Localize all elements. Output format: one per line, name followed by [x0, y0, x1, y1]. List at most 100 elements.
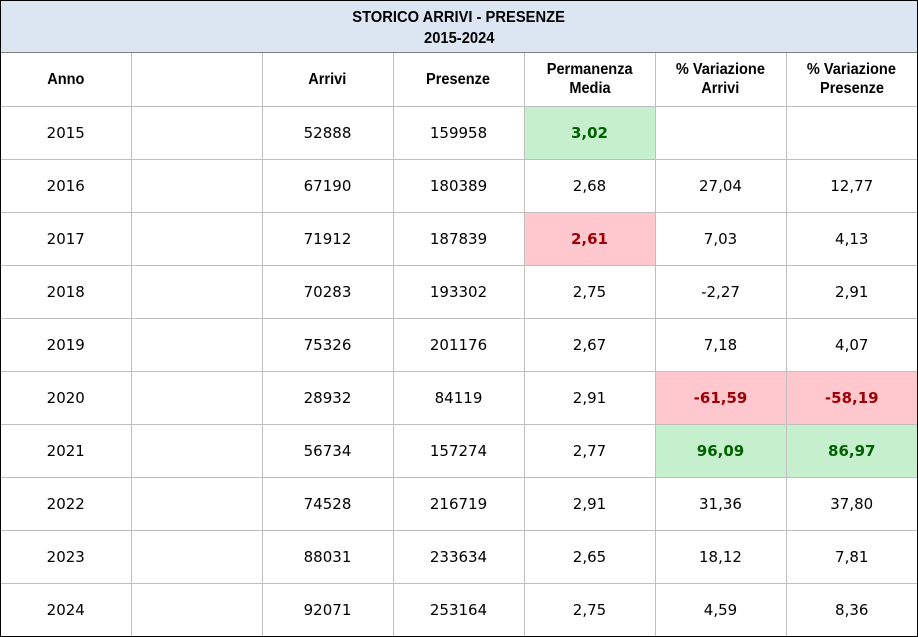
cell-presenze[interactable]: 157274 [392, 423, 525, 478]
cell-blank[interactable] [130, 264, 263, 319]
header-variazione-presenze[interactable]: % Variazione Presenze [785, 53, 917, 107]
cell-variazione-arrivi[interactable]: 7,03 [654, 211, 787, 266]
cell-blank[interactable] [130, 582, 263, 636]
cell-presenze[interactable]: 193302 [392, 264, 525, 319]
header-presenze[interactable]: Presenze [392, 53, 525, 107]
cell-presenze[interactable]: 201176 [392, 317, 525, 372]
header-var-presenze-line1: % Variazione [807, 61, 897, 79]
cell-variazione-arrivi[interactable]: 7,18 [654, 317, 787, 372]
cell-anno[interactable]: 2023 [1, 529, 132, 584]
cell-blank[interactable] [130, 423, 263, 478]
header-anno-label: Anno [47, 70, 85, 88]
cell-arrivi[interactable]: 52888 [261, 105, 394, 160]
cell-anno[interactable]: 2020 [1, 370, 132, 425]
header-presenze-label: Presenze [426, 70, 491, 88]
header-arrivi[interactable]: Arrivi [261, 53, 394, 107]
cell-permanenza-media[interactable]: 2,65 [523, 529, 656, 584]
cell-blank[interactable] [130, 158, 263, 213]
cell-variazione-arrivi[interactable]: 27,04 [654, 158, 787, 213]
cell-arrivi[interactable]: 92071 [261, 582, 394, 636]
table-row: 2015 52888 159958 3,02 [1, 105, 917, 160]
cell-variazione-presenze[interactable]: 2,91 [785, 264, 917, 319]
header-permanenza-media[interactable]: Permanenza Media [523, 53, 656, 107]
cell-blank[interactable] [130, 211, 263, 266]
cell-permanenza-media[interactable]: 2,91 [523, 370, 656, 425]
cell-permanenza-media[interactable]: 2,75 [523, 582, 656, 636]
cell-variazione-presenze[interactable]: 12,77 [785, 158, 917, 213]
header-var-arrivi-line2: Arrivi [701, 80, 740, 98]
data-table: Anno Arrivi Presenze Permanenza Media % … [1, 53, 917, 636]
header-blank[interactable] [130, 53, 263, 107]
table-row: 2020 28932 84119 2,91 -61,59 -58,19 [1, 370, 917, 425]
table-row: 2023 88031 233634 2,65 18,12 7,81 [1, 529, 917, 584]
cell-variazione-arrivi[interactable]: -61,59 [654, 370, 787, 425]
cell-anno[interactable]: 2022 [1, 476, 132, 531]
cell-variazione-arrivi[interactable]: 31,36 [654, 476, 787, 531]
cell-permanenza-media[interactable]: 2,67 [523, 317, 656, 372]
cell-variazione-presenze[interactable]: 86,97 [785, 423, 917, 478]
cell-permanenza-media[interactable]: 2,61 [523, 211, 656, 266]
table-row: 2021 56734 157274 2,77 96,09 86,97 [1, 423, 917, 478]
cell-arrivi[interactable]: 74528 [261, 476, 394, 531]
cell-presenze[interactable]: 84119 [392, 370, 525, 425]
cell-arrivi[interactable]: 70283 [261, 264, 394, 319]
cell-variazione-presenze[interactable]: 7,81 [785, 529, 917, 584]
table-title: STORICO ARRIVI - PRESENZE [352, 8, 566, 26]
table-body: 2015 52888 159958 3,02 2016 67190 180389 2,68 27… [1, 105, 917, 636]
cell-presenze[interactable]: 216719 [392, 476, 525, 531]
header-arrivi-label: Arrivi [308, 70, 347, 88]
cell-permanenza-media[interactable]: 3,02 [523, 105, 656, 160]
cell-variazione-arrivi[interactable] [654, 105, 787, 160]
cell-permanenza-media[interactable]: 2,91 [523, 476, 656, 531]
cell-variazione-arrivi[interactable]: 4,59 [654, 582, 787, 636]
cell-anno[interactable]: 2015 [1, 105, 132, 160]
cell-anno[interactable]: 2019 [1, 317, 132, 372]
cell-variazione-arrivi[interactable]: -2,27 [654, 264, 787, 319]
cell-arrivi[interactable]: 67190 [261, 158, 394, 213]
cell-variazione-presenze[interactable] [785, 105, 917, 160]
cell-anno[interactable]: 2021 [1, 423, 132, 478]
table-row: 2017 71912 187839 2,61 7,03 4,13 [1, 211, 917, 266]
cell-anno[interactable]: 2016 [1, 158, 132, 213]
cell-variazione-presenze[interactable]: 4,07 [785, 317, 917, 372]
cell-presenze[interactable]: 233634 [392, 529, 525, 584]
cell-variazione-presenze[interactable]: -58,19 [785, 370, 917, 425]
table-row: 2016 67190 180389 2,68 27,04 12,77 [1, 158, 917, 213]
cell-anno[interactable]: 2024 [1, 582, 132, 636]
cell-variazione-presenze[interactable]: 8,36 [785, 582, 917, 636]
cell-variazione-arrivi[interactable]: 18,12 [654, 529, 787, 584]
table-subtitle-years: 2015-2024 [423, 29, 495, 47]
cell-blank[interactable] [130, 370, 263, 425]
header-permanenza-line2: Media [568, 80, 611, 98]
cell-variazione-presenze[interactable]: 37,80 [785, 476, 917, 531]
table-row: 2018 70283 193302 2,75 -2,27 2,91 [1, 264, 917, 319]
cell-permanenza-media[interactable]: 2,68 [523, 158, 656, 213]
cell-permanenza-media[interactable]: 2,75 [523, 264, 656, 319]
cell-variazione-arrivi[interactable]: 96,09 [654, 423, 787, 478]
cell-blank[interactable] [130, 476, 263, 531]
cell-blank[interactable] [130, 529, 263, 584]
header-row: Anno Arrivi Presenze Permanenza Media % … [1, 53, 917, 107]
cell-presenze[interactable]: 159958 [392, 105, 525, 160]
cell-arrivi[interactable]: 56734 [261, 423, 394, 478]
header-variazione-arrivi[interactable]: % Variazione Arrivi [654, 53, 787, 107]
cell-arrivi[interactable]: 28932 [261, 370, 394, 425]
cell-presenze[interactable]: 253164 [392, 582, 525, 636]
table-row: 2022 74528 216719 2,91 31,36 37,80 [1, 476, 917, 531]
cell-anno[interactable]: 2017 [1, 211, 132, 266]
cell-presenze[interactable]: 187839 [392, 211, 525, 266]
table-title-block: STORICO ARRIVI - PRESENZE 2015-2024 [1, 1, 917, 53]
cell-permanenza-media[interactable]: 2,77 [523, 423, 656, 478]
header-anno[interactable]: Anno [1, 53, 132, 107]
cell-anno[interactable]: 2018 [1, 264, 132, 319]
table-row: 2024 92071 253164 2,75 4,59 8,36 [1, 582, 917, 636]
cell-blank[interactable] [130, 105, 263, 160]
cell-blank[interactable] [130, 317, 263, 372]
cell-arrivi[interactable]: 71912 [261, 211, 394, 266]
cell-variazione-presenze[interactable]: 4,13 [785, 211, 917, 266]
cell-arrivi[interactable]: 88031 [261, 529, 394, 584]
cell-presenze[interactable]: 180389 [392, 158, 525, 213]
header-permanenza-line1: Permanenza [546, 61, 633, 79]
cell-arrivi[interactable]: 75326 [261, 317, 394, 372]
